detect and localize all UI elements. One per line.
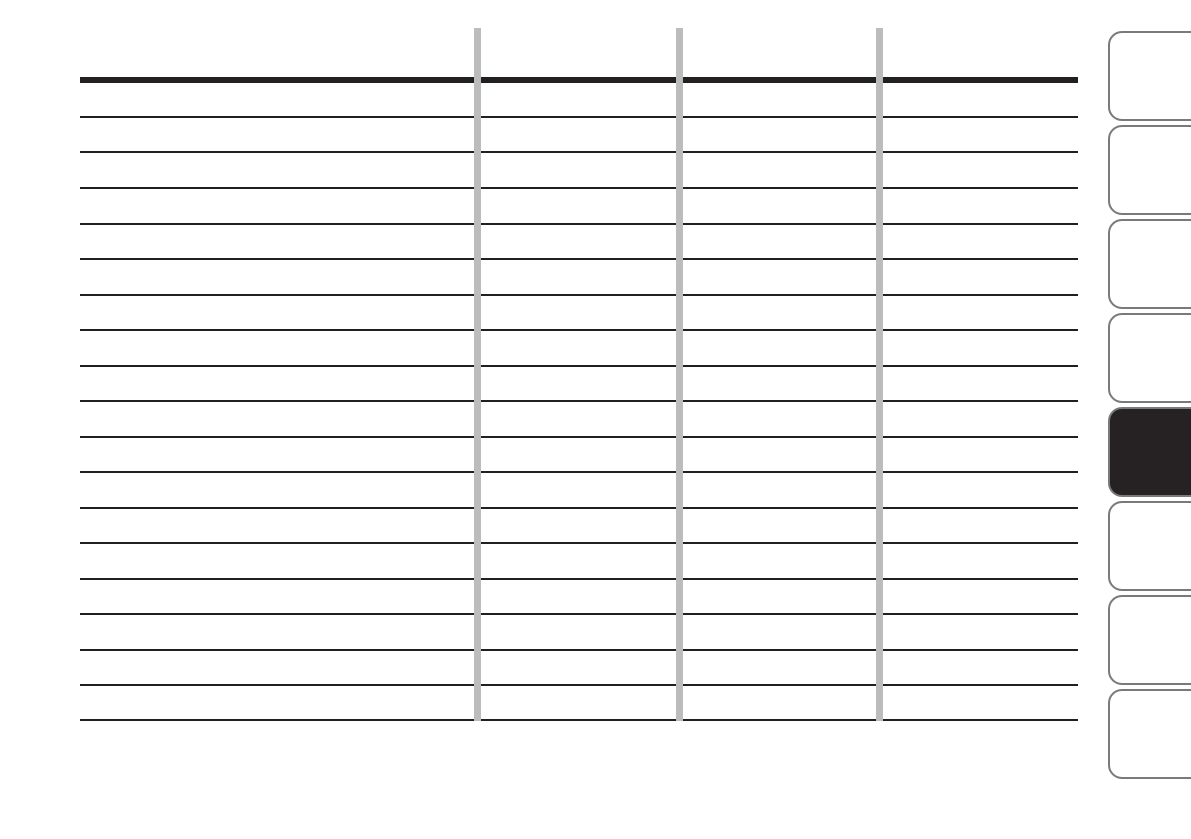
table-row-rule [80, 507, 1078, 509]
index-tab-3-label [1110, 221, 1191, 307]
column-separator [474, 28, 481, 721]
table-row-rule [80, 436, 1078, 438]
table-row-rule [80, 684, 1078, 686]
index-tab-4[interactable] [1108, 313, 1191, 403]
table-row-rule [80, 223, 1078, 225]
index-tab-2[interactable] [1108, 125, 1191, 215]
table-row-rule [80, 365, 1078, 367]
index-tab-7[interactable] [1108, 595, 1191, 685]
table-row-rule [80, 187, 1078, 189]
index-tab-7-label [1110, 597, 1191, 683]
table-row-rule [80, 400, 1078, 402]
index-tab-8-label [1110, 691, 1191, 777]
table-row-rule [80, 578, 1078, 580]
table-header-rule [80, 77, 1078, 83]
index-tab-4-label [1110, 315, 1191, 401]
table-row-rule [80, 719, 1078, 721]
index-tab-5-label [1110, 409, 1191, 495]
index-tab-1-label [1110, 33, 1191, 119]
table-row-rule [80, 151, 1078, 153]
index-tab-8[interactable] [1108, 689, 1191, 779]
column-separator [876, 28, 883, 721]
index-tab-2-label [1110, 127, 1191, 213]
index-tab-3[interactable] [1108, 219, 1191, 309]
column-separator [676, 28, 683, 721]
index-tab-6[interactable] [1108, 501, 1191, 591]
table-row-rule [80, 542, 1078, 544]
table-row-rule [80, 294, 1078, 296]
table-row-rule [80, 471, 1078, 473]
table-row-rule [80, 649, 1078, 651]
index-tab-1[interactable] [1108, 31, 1191, 121]
table-row-rule [80, 329, 1078, 331]
table-row-rule [80, 258, 1078, 260]
table-row-rule [80, 116, 1078, 118]
index-tab-5-selected[interactable] [1108, 407, 1191, 497]
index-tab-6-label [1110, 503, 1191, 589]
table-row-rule [80, 613, 1078, 615]
